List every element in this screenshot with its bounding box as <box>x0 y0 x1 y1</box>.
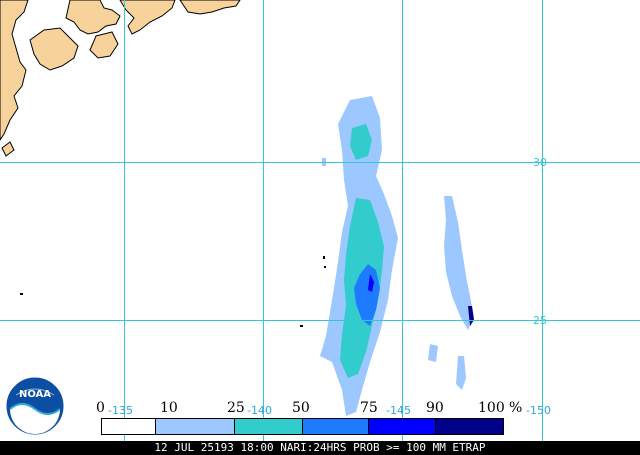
probability-map: 30 25 <box>0 0 640 441</box>
prob-50-core <box>354 264 380 326</box>
graticule <box>0 0 640 441</box>
legend-tick-0: 0 <box>96 400 105 416</box>
legend-swatch-0-10 <box>101 418 156 435</box>
noaa-logo-text: NOAA <box>19 389 51 400</box>
landmass <box>0 0 241 157</box>
prob-10-blob <box>428 344 438 362</box>
legend-tick-90: 90 <box>426 400 444 416</box>
prob-10-streak-lower <box>456 356 466 390</box>
noaa-logo: NOAA <box>5 376 65 436</box>
prob-75-core <box>368 274 374 292</box>
lat-label-30: 30 <box>533 156 547 169</box>
lon-label-145: -145 <box>386 404 411 417</box>
lon-label-150: -150 <box>526 404 551 417</box>
legend-tick-50: 50 <box>292 400 310 416</box>
legend-swatch-75-90 <box>368 418 436 435</box>
legend-unit: % <box>509 400 523 416</box>
legend-swatch-50-75 <box>302 418 369 435</box>
probability-field <box>320 96 474 416</box>
legend-tick-25: 25 <box>227 400 245 416</box>
legend-swatch-25-50 <box>234 418 303 435</box>
legend-swatch-90-100 <box>435 418 504 435</box>
legend-tick-10: 10 <box>160 400 178 416</box>
lon-label-135: -135 <box>108 404 133 417</box>
legend-tick-100: 100 <box>478 400 505 416</box>
prob-25-north <box>350 124 372 160</box>
prob-10-streak <box>444 196 474 330</box>
lat-label-25: 25 <box>533 314 547 327</box>
island-specks <box>20 256 326 327</box>
legend-swatch-10-25 <box>155 418 235 435</box>
lon-label-140: -140 <box>247 404 272 417</box>
legend-tick-75: 75 <box>360 400 378 416</box>
footer-caption: 12 JUL 25193 18:00 NARI:24HRS PROB >= 10… <box>0 441 640 455</box>
